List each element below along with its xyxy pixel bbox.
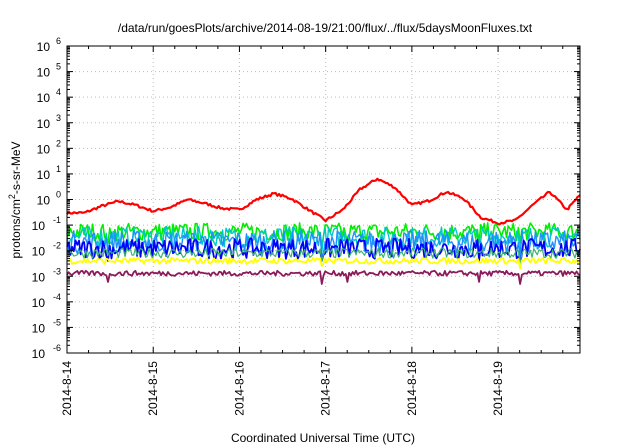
y-tick-label: 10 -5 [32, 317, 61, 335]
y-tick-label: 10 6 [37, 36, 61, 54]
y-tick-exponent: 0 [56, 190, 61, 200]
y-tick-label: 10 -3 [32, 266, 61, 284]
series-line-1 [66, 177, 581, 226]
y-tick-label: 10 1 [37, 164, 61, 182]
y-tick-exponent: -1 [53, 215, 61, 225]
x-tick-label: 2014-8-14 [60, 361, 74, 416]
y-tick-label: 10 -1 [32, 215, 61, 233]
tick-marks [66, 45, 580, 354]
x-tick-labels: 2014-8-14 2014-8-15 2014-8-16 2014-8-17 2014… [60, 361, 505, 416]
x-tick-label: 2014-8-17 [319, 361, 333, 416]
y-tick-exponent: -3 [53, 266, 61, 276]
y-tick-exponent: 2 [56, 138, 61, 148]
x-tick-label: 2014-8-18 [405, 361, 419, 416]
chart-title: /data/run/goesPlots/archive/2014-08-19/2… [118, 21, 533, 35]
x-tick-label: 2014-8-15 [146, 361, 160, 416]
y-tick-label: 10 0 [37, 190, 61, 208]
y-tick-label: 10 4 [37, 87, 61, 105]
y-tick-label: 10 3 [37, 113, 61, 131]
y-axis-label-rest: -s-sr-MeV [9, 141, 23, 194]
x-tick-label: 2014-8-19 [491, 361, 505, 416]
y-tick-label: 10 2 [37, 138, 61, 156]
series-line-8 [66, 269, 581, 285]
x-axis-label: Coordinated Universal Time (UTC) [231, 431, 415, 445]
y-tick-exponent: 1 [56, 164, 61, 174]
y-tick-label: 10 5 [37, 62, 61, 80]
y-tick-labels: 10 -610 -510 -410 -310 -210 -110 010 110 210 310 41… [32, 36, 61, 361]
y-tick-exponent: 5 [56, 62, 61, 72]
x-tick-label: 2014-8-16 [232, 361, 246, 416]
y-tick-exponent: -5 [53, 317, 61, 327]
y-tick-label: 10 -6 [32, 343, 61, 361]
y-axis-label-base: protons/cm [9, 199, 23, 258]
series-line-7 [66, 257, 581, 270]
series-group [66, 177, 581, 285]
y-axis-label: protons/cm2-s-sr-MeV [7, 141, 23, 258]
y-tick-exponent: -6 [53, 343, 61, 353]
y-tick-exponent: 6 [56, 36, 61, 46]
y-tick-exponent: -4 [53, 292, 61, 302]
y-axis-label-sup: 2 [7, 194, 17, 199]
y-tick-label: 10 -4 [32, 292, 61, 310]
y-tick-label: 10 -2 [32, 241, 61, 259]
y-tick-exponent: 4 [56, 87, 61, 97]
y-tick-exponent: -2 [53, 241, 61, 251]
grid [67, 46, 580, 353]
y-tick-exponent: 3 [56, 113, 61, 123]
